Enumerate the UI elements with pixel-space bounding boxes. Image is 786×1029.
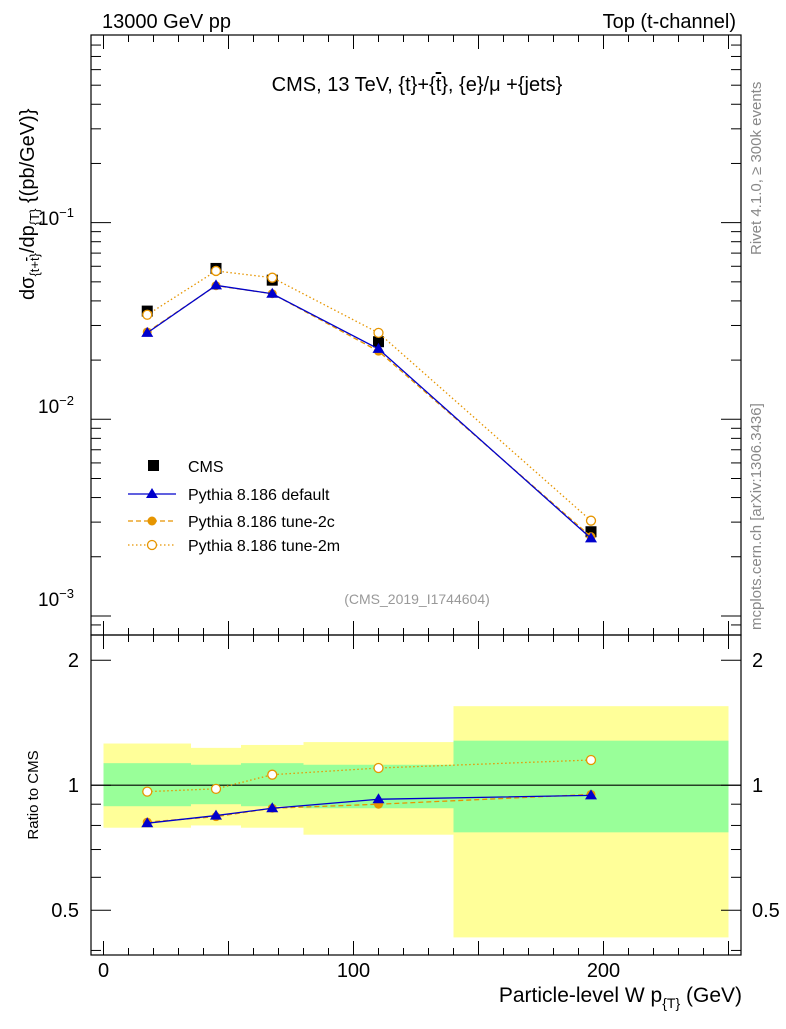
ratio-point-0-0 (141, 817, 154, 828)
ratio-y-tick-label-right-2: 2 (752, 650, 763, 672)
ratio-y-tick-label-right-1: 1 (752, 775, 763, 797)
data-series (141, 262, 597, 828)
ratio-point-0-1 (210, 809, 222, 820)
main-point-3-0 (142, 309, 153, 320)
legend-marker-tune2c (147, 516, 157, 526)
header-left: 13000 GeV pp (102, 11, 231, 33)
legend-label-tune2m: Pythia 8.186 tune-2m (188, 538, 340, 555)
main-point-1-4 (585, 532, 597, 543)
ratio-point-0-2 (266, 802, 279, 813)
ratio-point-0-3 (372, 793, 385, 804)
main-line-3 (146, 270, 592, 522)
analysis-tag: (CMS_2019_I1744604) (344, 591, 490, 607)
rivet-label: Rivet 4.1.0, ≥ 300k events (748, 82, 765, 255)
cms-point-3 (373, 336, 384, 348)
ratio-point-2-4 (585, 754, 597, 766)
ratio-point-0-4 (585, 789, 597, 800)
x-tick-label-2: 200 (587, 960, 620, 982)
legend-marker-default (146, 488, 158, 498)
main-point-3-2 (267, 272, 278, 283)
legend-marker-cms (148, 460, 159, 471)
ratio-y-tick-label-right-0: 0.5 (752, 900, 780, 922)
ratio-line-2 (147, 759, 592, 793)
main-point-3-1 (210, 265, 222, 277)
ratio-y-tick-label-left-2: 2 (68, 650, 79, 672)
ratio-point-2-0 (142, 786, 153, 797)
cms-point-4 (585, 526, 597, 538)
ratio-y-tick-label-left-1: 1 (68, 775, 79, 797)
legend-marker-tune2m (146, 539, 158, 551)
x-tick-label-1: 100 (337, 960, 370, 982)
legend-label-default: Pythia 8.186 default (188, 487, 330, 504)
source-label: mcplots.cern.ch [arXiv:1306.3436] (748, 403, 765, 630)
legend: CMS Pythia 8.186 default Pythia 8.186 tu… (128, 459, 340, 555)
main-point-1-3 (372, 342, 385, 353)
ratio-point-2-3 (373, 762, 384, 774)
y-tick-label-1e-2: 10−2 (38, 393, 74, 418)
y-tick-label-1e-1: 10−1 (38, 205, 74, 230)
legend-label-cms: CMS (188, 459, 224, 476)
band-inner-4 (453, 740, 729, 833)
x-tick-label-0: 0 (98, 960, 109, 982)
legend-label-tune2c: Pythia 8.186 tune-2c (188, 514, 335, 531)
x-axis-label: Particle-level W p{T} (GeV) (499, 984, 742, 1011)
header-right: Top (t-channel) (603, 11, 736, 33)
main-point-1-2 (266, 287, 279, 298)
ratio-point-2-2 (267, 769, 278, 780)
ratio-y-tick-label-left-0: 0.5 (51, 900, 79, 922)
ratio-frame (90, 634, 742, 956)
main-point-1-1 (210, 279, 222, 290)
ratio-y-label: Ratio to CMS (25, 750, 42, 839)
axis-ticks (91, 34, 741, 955)
main-y-label: dσ{t+t}/dp{T} {(pb/GeV)} (17, 108, 42, 300)
tick-labels: 10−1 10−2 10−3 0.5 0.5 1 1 2 2 0 100 200 (38, 205, 780, 982)
main-point-3-3 (373, 327, 384, 339)
ratio-bands (91, 706, 741, 938)
main-point-1-0 (141, 326, 154, 337)
main-point-3-4 (585, 515, 597, 526)
ratio-point-2-1 (210, 783, 222, 794)
y-tick-label-1e-3: 10−3 (38, 586, 74, 611)
main-title: CMS, 13 TeV, {t}+{t}, {e}/μ +{jets} (272, 74, 563, 96)
